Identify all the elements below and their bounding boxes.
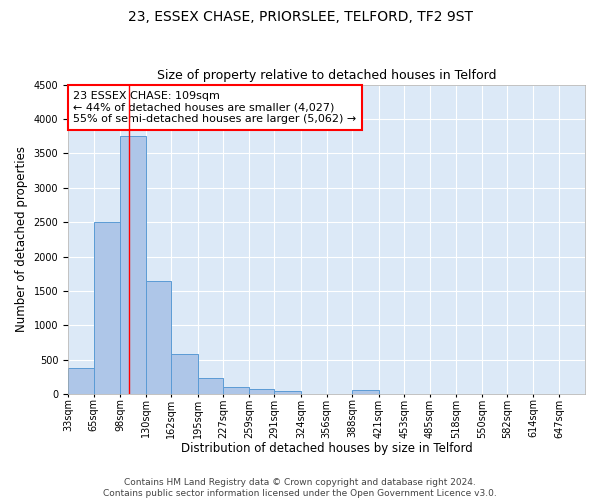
- Bar: [146, 282, 171, 394]
- Text: 23, ESSEX CHASE, PRIORSLEE, TELFORD, TF2 9ST: 23, ESSEX CHASE, PRIORSLEE, TELFORD, TF2…: [128, 10, 473, 24]
- Bar: [120, 136, 146, 394]
- Bar: [274, 392, 301, 394]
- X-axis label: Distribution of detached houses by size in Telford: Distribution of detached houses by size …: [181, 442, 472, 455]
- Text: 23 ESSEX CHASE: 109sqm
← 44% of detached houses are smaller (4,027)
55% of semi-: 23 ESSEX CHASE: 109sqm ← 44% of detached…: [73, 90, 356, 124]
- Y-axis label: Number of detached properties: Number of detached properties: [15, 146, 28, 332]
- Bar: [68, 368, 94, 394]
- Bar: [352, 390, 379, 394]
- Bar: [223, 386, 249, 394]
- Bar: [94, 222, 120, 394]
- Title: Size of property relative to detached houses in Telford: Size of property relative to detached ho…: [157, 69, 496, 82]
- Bar: [197, 378, 223, 394]
- Bar: [249, 390, 274, 394]
- Text: Contains HM Land Registry data © Crown copyright and database right 2024.
Contai: Contains HM Land Registry data © Crown c…: [103, 478, 497, 498]
- Bar: [171, 354, 197, 394]
